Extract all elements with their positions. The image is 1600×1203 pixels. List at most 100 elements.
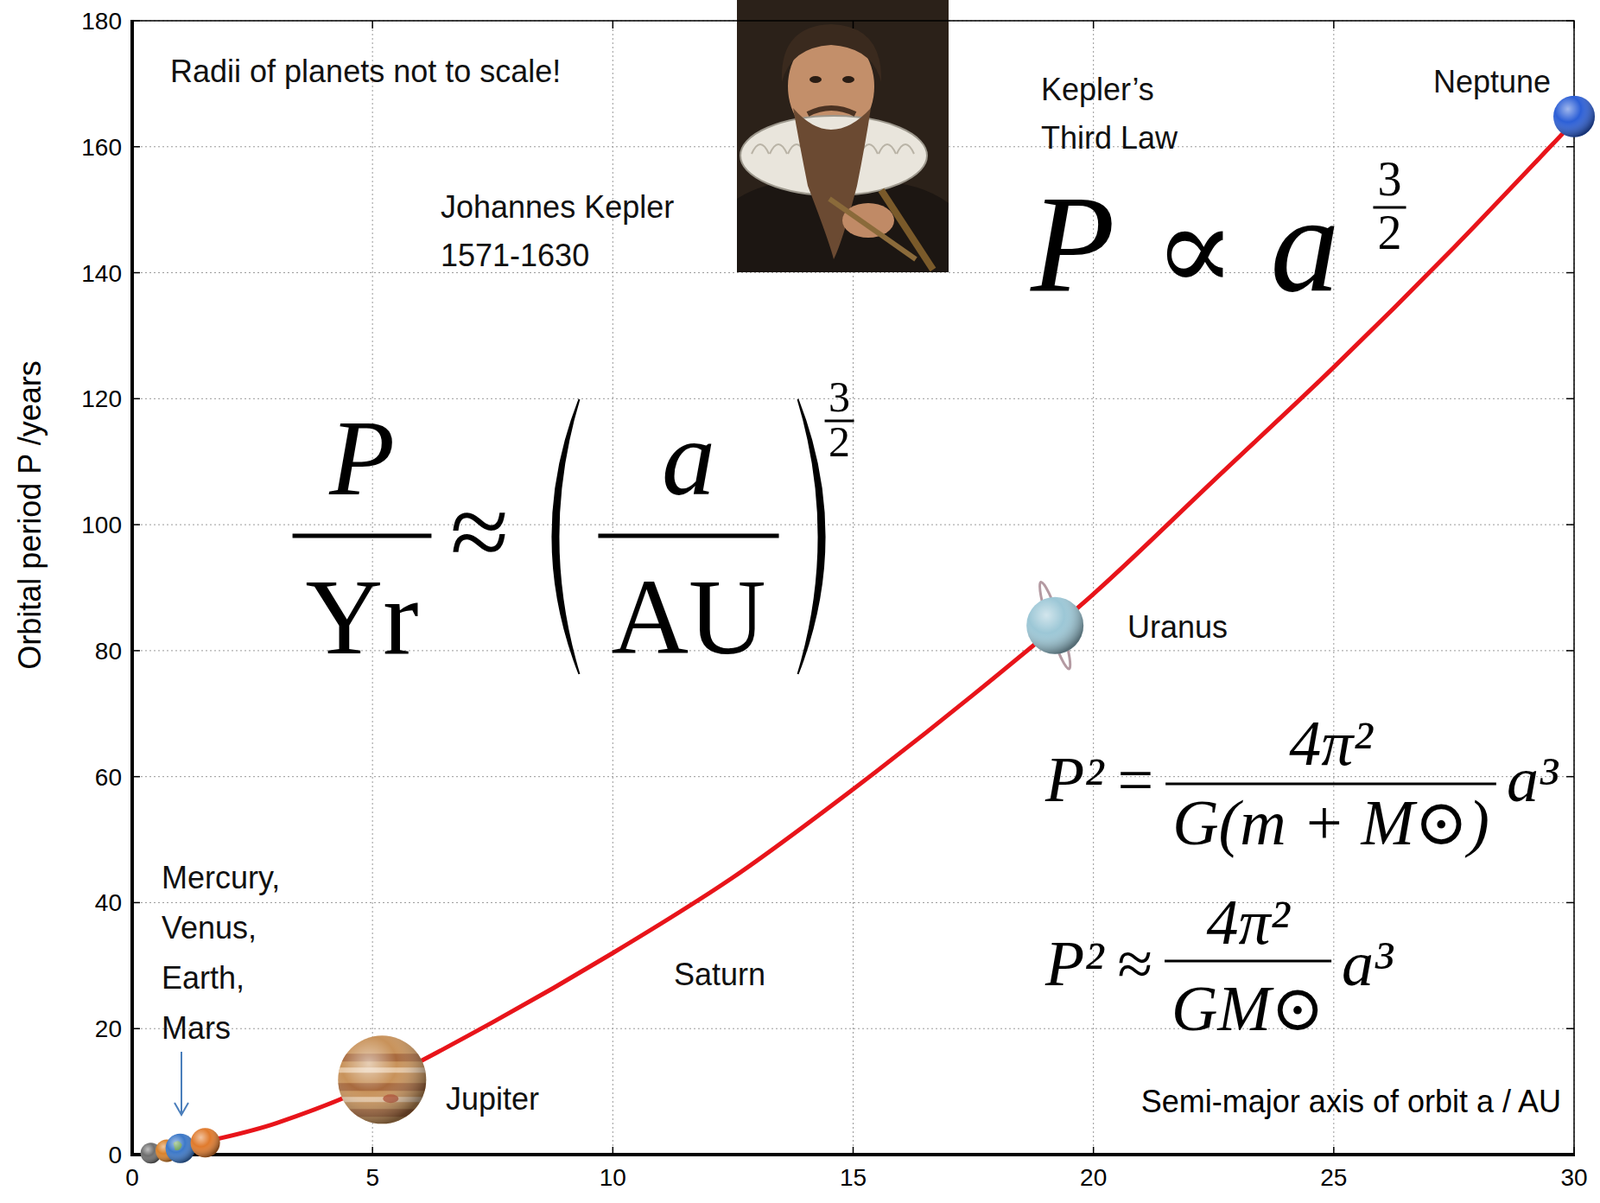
note: Radii of planets not to scale! bbox=[170, 53, 561, 89]
formula-text: G(m + M⊙) bbox=[1172, 787, 1490, 858]
fraction-bar bbox=[1165, 782, 1497, 786]
fraction-bar bbox=[292, 533, 432, 539]
y-tick bbox=[1566, 1153, 1575, 1156]
planet bbox=[165, 1133, 196, 1163]
formula-text: ≈ bbox=[1117, 927, 1153, 999]
formula-text: Yr bbox=[305, 558, 420, 677]
y-tick-label: 100 bbox=[81, 511, 122, 539]
annotations: Mercury,Venus,Earth,MarsJupiterSaturnUra… bbox=[161, 53, 1551, 1117]
planet-marker bbox=[165, 1133, 196, 1163]
planet-marker bbox=[1026, 596, 1084, 654]
planet-label: Jupiter bbox=[445, 1080, 540, 1117]
portrait-hand bbox=[842, 203, 895, 238]
portrait-caption: 1571-1630 bbox=[440, 237, 590, 274]
x-tick bbox=[1092, 1146, 1095, 1155]
chart: 051015202530020406080100120140160180Orbi… bbox=[0, 0, 1600, 1203]
portrait-hair bbox=[781, 24, 882, 83]
x-tick bbox=[131, 20, 134, 29]
fraction-bar bbox=[1372, 206, 1406, 210]
x-tick bbox=[371, 20, 374, 29]
y-tick bbox=[1566, 19, 1575, 22]
fraction-bar bbox=[1164, 959, 1332, 963]
formula-text: = bbox=[1117, 743, 1154, 815]
exponent: 3 bbox=[828, 372, 851, 421]
portrait-ruff-fold bbox=[896, 144, 915, 154]
arrow-head bbox=[174, 1102, 189, 1115]
planet-shade bbox=[337, 1034, 426, 1124]
x-tick bbox=[131, 1146, 134, 1155]
formula-text: ∝ bbox=[1154, 182, 1237, 317]
y-tick bbox=[132, 901, 140, 904]
portrait-ruff-fold bbox=[878, 144, 896, 154]
grid-line bbox=[132, 901, 1575, 903]
y-axis-title: Orbital period P /years bbox=[12, 360, 48, 670]
planet-shade bbox=[165, 1133, 196, 1163]
paren bbox=[552, 399, 579, 674]
formula-text: P bbox=[1029, 166, 1116, 321]
x-tick bbox=[1573, 20, 1575, 29]
y-tick-label: 40 bbox=[95, 888, 122, 916]
axes: 051015202530020406080100120140160180 bbox=[81, 7, 1588, 1191]
formula-text: a bbox=[661, 399, 716, 518]
planet bbox=[1026, 579, 1084, 671]
x-tick-label: 0 bbox=[125, 1163, 140, 1191]
formula-text: P² bbox=[1044, 927, 1105, 999]
x-tick bbox=[1333, 20, 1335, 29]
formula-text: 4π² bbox=[1206, 886, 1291, 958]
portrait-beard bbox=[793, 107, 871, 260]
x-tick bbox=[612, 20, 615, 29]
formulas: P∝a32PYr≈aAU32P²=4π²G(m + M⊙)a³P²≈4π²GM⊙… bbox=[292, 152, 1560, 1044]
y-tick bbox=[1566, 272, 1575, 274]
planet-marker bbox=[337, 1034, 426, 1124]
planet-marker bbox=[190, 1127, 221, 1157]
y-tick-label: 120 bbox=[81, 385, 122, 413]
y-tick-label: 180 bbox=[81, 7, 122, 35]
formula-text: a³ bbox=[1341, 927, 1395, 999]
x-tick bbox=[371, 1146, 374, 1155]
formula-text: 4π² bbox=[1288, 707, 1374, 779]
x-tick-label: 25 bbox=[1320, 1163, 1347, 1191]
law-title: Kepler’sThird Law bbox=[1041, 71, 1179, 156]
y-tick bbox=[1566, 523, 1575, 526]
grid bbox=[132, 20, 1575, 1155]
frame bbox=[132, 20, 1575, 1155]
y-tick bbox=[132, 398, 140, 400]
curve bbox=[203, 121, 1575, 1143]
y-tick-label: 140 bbox=[81, 260, 122, 287]
planet bbox=[337, 1034, 426, 1124]
x-tick bbox=[612, 1146, 615, 1155]
x-tick-label: 15 bbox=[839, 1163, 867, 1191]
planet-label: Uranus bbox=[1127, 609, 1228, 645]
portrait-compass bbox=[881, 190, 934, 270]
x-tick-label: 5 bbox=[365, 1163, 380, 1191]
y-tick bbox=[1566, 901, 1575, 904]
x-tick bbox=[1092, 20, 1095, 29]
x-tick-label: 30 bbox=[1560, 1163, 1588, 1191]
formula-text: a³ bbox=[1506, 743, 1560, 815]
formula-text: GM⊙ bbox=[1171, 972, 1325, 1044]
portrait-ruff-fold bbox=[769, 144, 788, 154]
plot-data bbox=[203, 121, 1575, 1143]
grid-line bbox=[132, 524, 1575, 526]
y-tick bbox=[132, 523, 140, 526]
x-tick-label: 20 bbox=[1079, 1163, 1107, 1191]
y-tick-label: 80 bbox=[95, 637, 122, 665]
planet-shade bbox=[1026, 596, 1084, 654]
exponent: 3 bbox=[1377, 152, 1402, 206]
y-tick-label: 0 bbox=[107, 1141, 122, 1169]
y-tick bbox=[1566, 146, 1575, 148]
portrait-caption: Johannes Kepler bbox=[440, 189, 674, 225]
planet-label: Mercury,Venus,Earth,Mars bbox=[161, 859, 280, 1046]
fraction-bar bbox=[825, 419, 855, 423]
formula-text: a bbox=[1269, 166, 1340, 321]
planet-shade bbox=[190, 1127, 221, 1157]
y-axis-line bbox=[130, 19, 134, 1156]
portrait-moustache bbox=[807, 107, 856, 115]
planet bbox=[1553, 95, 1595, 138]
planet bbox=[190, 1127, 221, 1157]
planet-label: Neptune bbox=[1433, 63, 1551, 100]
x-tick bbox=[852, 20, 855, 29]
y-tick bbox=[132, 1027, 140, 1029]
y-tick bbox=[132, 272, 140, 274]
y-tick bbox=[1566, 775, 1575, 778]
